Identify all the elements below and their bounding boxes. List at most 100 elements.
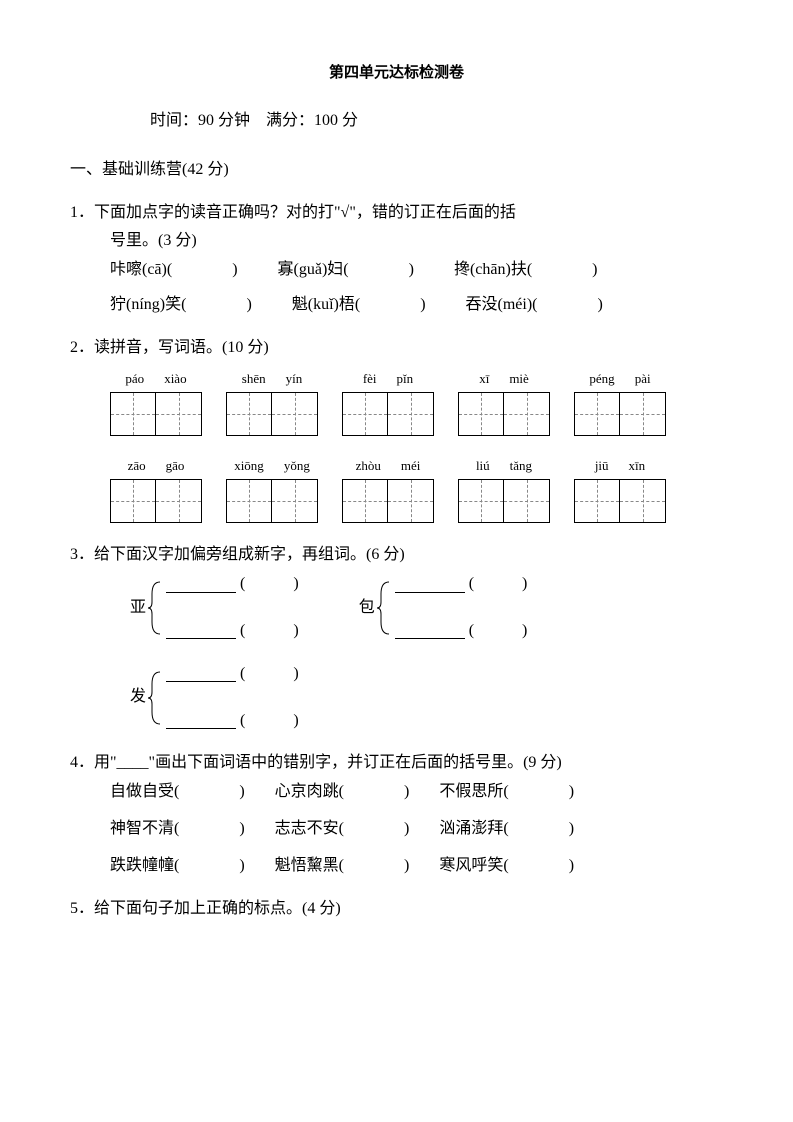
grid-group: zāo gāo (110, 454, 202, 523)
q4-w: 神智不清( (110, 820, 179, 837)
pinyin: jiū (595, 454, 609, 477)
brace-char: 包 (359, 594, 375, 623)
q3-row-1: 亚 ( ) ( ) 包 ( ) ( ) (70, 570, 723, 646)
question-3: 3．给下面汉字加偏旁组成新字，再组词。(6 分) 亚 ( ) ( ) 包 ( )… (70, 541, 723, 735)
brace-icon (377, 580, 391, 636)
time-value: 90 分钟 (198, 112, 250, 129)
time-label: 时间： (150, 112, 198, 129)
pinyin: páo (125, 367, 144, 390)
pinyin: zhòu (356, 454, 381, 477)
grid-group: péng pài (574, 367, 666, 436)
grid-group: liútǎng (458, 454, 550, 523)
pinyin: xī (479, 367, 489, 390)
char-box (226, 479, 272, 523)
blank-line (166, 713, 236, 729)
q4-w: 志志不安( (275, 820, 344, 837)
q4-w: 自做自受( (110, 783, 179, 800)
paren: ( ) (240, 570, 299, 599)
q4-w: 心京肉跳( (275, 783, 344, 800)
paren: ( ) (240, 707, 299, 736)
q1-r2-c3: ) (598, 296, 603, 313)
q4-w: 魁悟黧黑( (275, 857, 344, 874)
q4-text: 4．用"____"画出下面词语中的错别字，并订正在后面的括号里。(9 分) (70, 749, 723, 778)
pinyin: shēn (242, 367, 266, 390)
brace-item-ya: 亚 ( ) ( ) (130, 570, 299, 646)
q1-r1-w2: 寡(guǎ)妇( (278, 261, 349, 278)
q3-text: 3．给下面汉字加偏旁组成新字，再组词。(6 分) (70, 541, 723, 570)
page-title: 第四单元达标检测卷 (70, 60, 723, 87)
q1-r2-w1: 狞(níng)笑( (110, 296, 186, 313)
score-label: 满分： (266, 112, 314, 129)
char-box (226, 392, 272, 436)
section-1-heading: 一、基础训练营(42 分) (70, 156, 723, 185)
grid-group: jiūxīn (574, 454, 666, 523)
question-4: 4．用"____"画出下面词语中的错别字，并订正在后面的括号里。(9 分) 自做… (70, 749, 723, 880)
brace-icon (148, 670, 162, 726)
paren: ( ) (240, 660, 299, 689)
brace-char: 亚 (130, 594, 146, 623)
blank-line (395, 623, 465, 639)
exam-info: 时间：90 分钟 满分：100 分 (70, 107, 723, 136)
q4-c: ) (239, 820, 244, 837)
pinyin: tǎng (510, 454, 532, 477)
q1-row-2: 狞(níng)笑() 魁(kuǐ)梧() 吞没(méi)() (70, 291, 723, 320)
pinyin: zāo (128, 454, 146, 477)
q1-r2-c2: ) (420, 296, 425, 313)
brace-item-bao: 包 ( ) ( ) (359, 570, 528, 646)
grid-group: xiōngyǒng (226, 454, 318, 523)
q5-text: 5．给下面句子加上正确的标点。(4 分) (70, 895, 723, 924)
q1-r1-c3: ) (592, 261, 597, 278)
grid-group: xīmiè (458, 367, 550, 436)
q4-row-2: 神智不清() 志志不安() 汹涌澎拜() (70, 815, 723, 844)
pinyin: péng (589, 367, 614, 390)
q4-c: ) (239, 857, 244, 874)
q4-c: ) (404, 820, 409, 837)
grid-group: zhòuméi (342, 454, 434, 523)
q1-text-1: 1．下面加点字的读音正确吗？对的打"√"，错的订正在后面的括 (70, 199, 723, 228)
q1-r1-c2: ) (409, 261, 414, 278)
char-box (620, 392, 666, 436)
question-2: 2．读拼音，写词语。(10 分) páoxiào shēnyín fèipǐn … (70, 334, 723, 524)
q4-c: ) (404, 783, 409, 800)
q4-w: 寒风呼笑( (439, 857, 508, 874)
q1-r1-w1: 咔嚓(cā)( (110, 261, 172, 278)
q4-w: 不假思所( (439, 783, 508, 800)
char-box (458, 479, 504, 523)
q4-w: 跌跌幢幢( (110, 857, 179, 874)
char-box (342, 392, 388, 436)
char-box (504, 479, 550, 523)
char-box (388, 392, 434, 436)
q3-row-2: 发 ( ) ( ) (70, 660, 723, 736)
blank-line (395, 577, 465, 593)
pinyin: gāo (166, 454, 185, 477)
pinyin: pǐn (397, 367, 414, 390)
brace-item-fa: 发 ( ) ( ) (130, 660, 299, 736)
q2-grid-row-2: zāo gāo xiōngyǒng zhòuméi liútǎng jiūxīn (70, 454, 723, 523)
question-5: 5．给下面句子加上正确的标点。(4 分) (70, 895, 723, 924)
pinyin: pài (635, 367, 651, 390)
brace-char: 发 (130, 683, 146, 712)
pinyin: xiōng (234, 454, 264, 477)
char-box (620, 479, 666, 523)
paren: ( ) (240, 617, 299, 646)
char-box (342, 479, 388, 523)
grid-group: fèipǐn (342, 367, 434, 436)
q1-row-1: 咔嚓(cā)() 寡(guǎ)妇() 搀(chān)扶() (70, 256, 723, 285)
char-box (272, 392, 318, 436)
q2-text: 2．读拼音，写词语。(10 分) (70, 334, 723, 363)
q4-c: ) (239, 783, 244, 800)
char-box (156, 392, 202, 436)
paren: ( ) (469, 617, 528, 646)
q4-c: ) (569, 857, 574, 874)
char-box (272, 479, 318, 523)
pinyin: yín (286, 367, 303, 390)
pinyin: miè (509, 367, 529, 390)
char-box (458, 392, 504, 436)
char-box (388, 479, 434, 523)
q4-w: 汹涌澎拜( (439, 820, 508, 837)
char-box (110, 392, 156, 436)
score-value: 100 分 (314, 112, 358, 129)
q4-c: ) (569, 783, 574, 800)
q4-c: ) (569, 820, 574, 837)
q1-r1-c1: ) (232, 261, 237, 278)
